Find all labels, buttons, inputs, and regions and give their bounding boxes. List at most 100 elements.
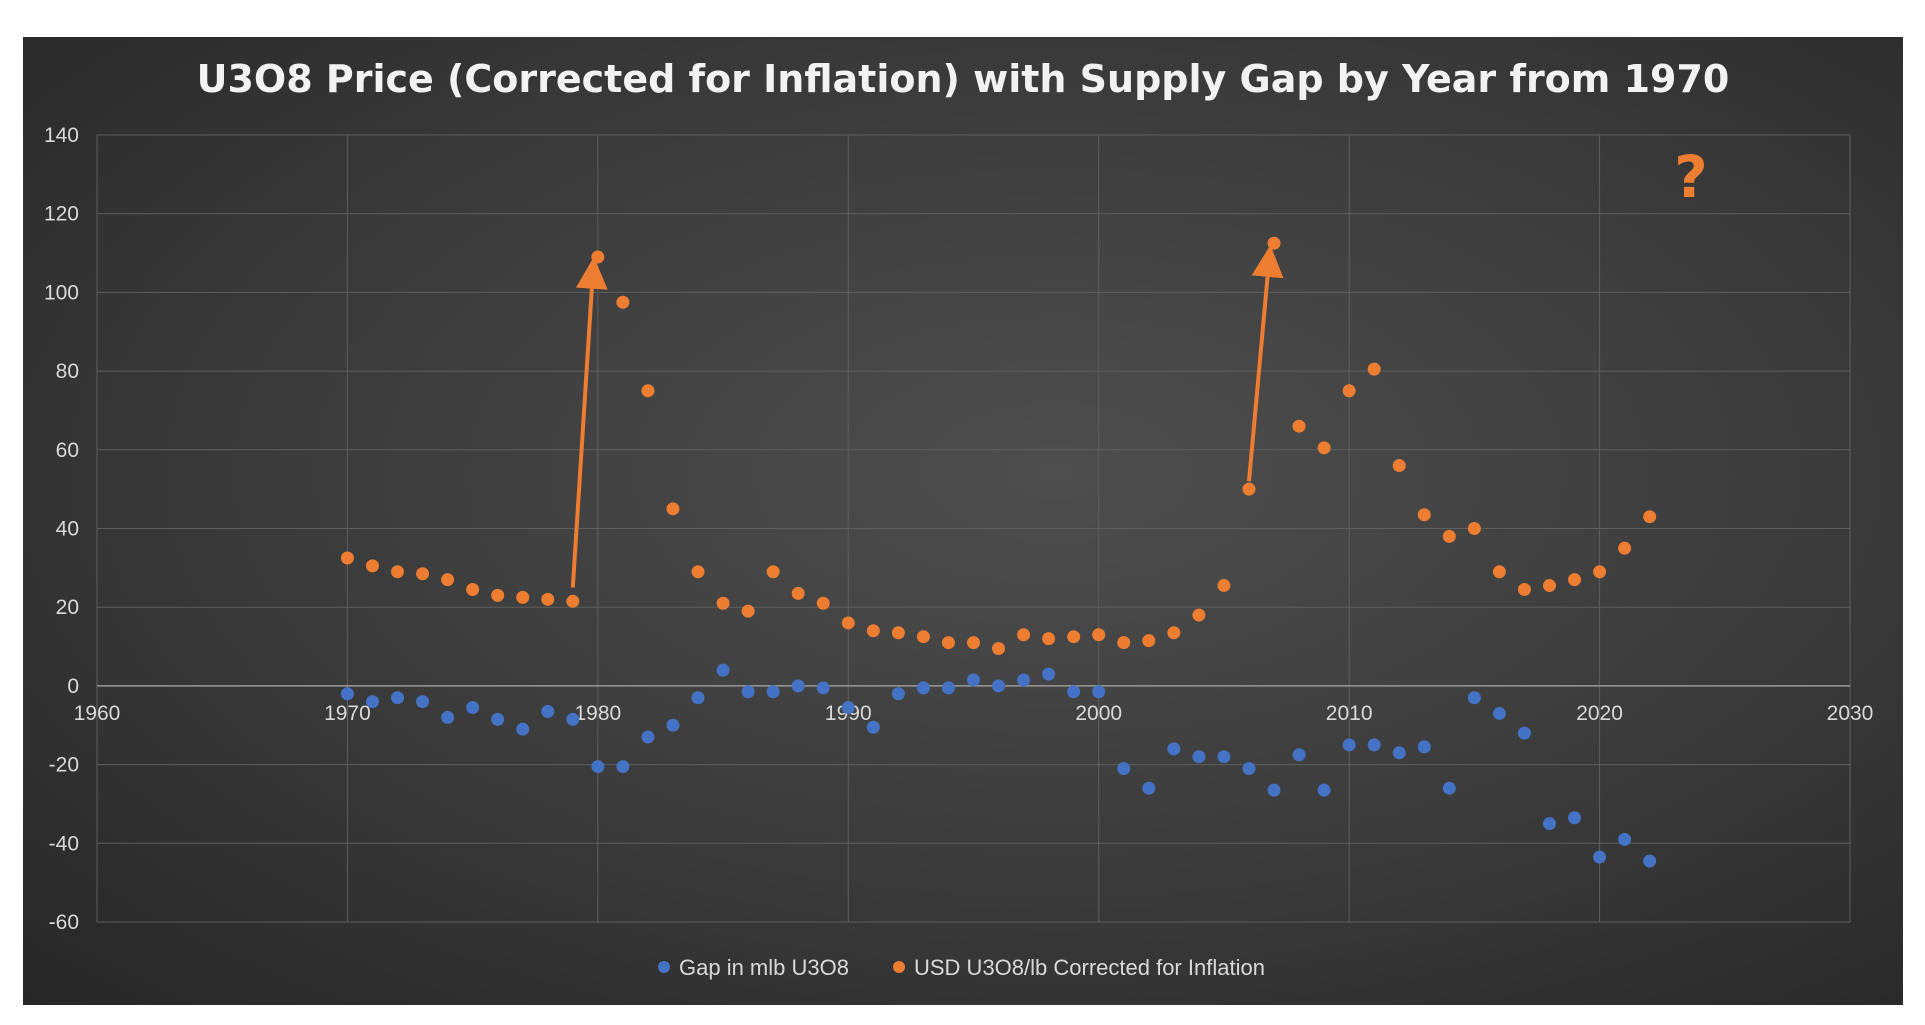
gap-point: [1142, 781, 1156, 795]
price-point: [841, 616, 855, 630]
gap-point: [1367, 738, 1381, 752]
price-point: [1092, 628, 1106, 642]
price-point: [1618, 541, 1632, 555]
price-point: [716, 596, 730, 610]
gap-point: [1492, 706, 1506, 720]
price-point: [566, 594, 580, 608]
gap-point: [1067, 685, 1081, 699]
gap-point: [791, 679, 805, 693]
gap-point: [666, 718, 680, 732]
price-point: [591, 250, 605, 264]
price-point: [741, 604, 755, 618]
price-point: [941, 636, 955, 650]
y-tick-label: 140: [44, 124, 79, 147]
gap-point: [1267, 783, 1281, 797]
price-point: [1542, 579, 1556, 593]
price-point: [1467, 522, 1481, 535]
price-point: [791, 586, 805, 600]
x-tick-labels: 19601970198019902000201020202030: [74, 702, 1874, 725]
gap-point: [1192, 750, 1206, 764]
price-point: [1342, 384, 1356, 398]
y-tick-label: 100: [44, 281, 79, 304]
price-point: [1593, 565, 1607, 579]
annotation-arrow: [1246, 244, 1284, 482]
chart-title: U3O8 Price (Corrected for Inflation) wit…: [197, 57, 1730, 101]
price-point: [1267, 236, 1281, 250]
price-point: [1643, 510, 1657, 524]
price-point: [1292, 419, 1306, 433]
grid-lines: [96, 134, 1851, 923]
price-point: [1367, 362, 1381, 376]
price-point: [1568, 573, 1582, 587]
y-tick-label: -20: [49, 754, 79, 777]
price-point: [816, 596, 830, 610]
gap-point: [541, 704, 555, 718]
gap-point: [1417, 740, 1431, 754]
price-point: [1192, 608, 1206, 622]
gap-point: [516, 722, 530, 736]
gap-point: [1643, 854, 1657, 868]
x-tick-label: 2020: [1576, 702, 1623, 725]
price-point: [992, 642, 1006, 656]
gap-point: [1117, 762, 1131, 776]
gap-point: [466, 701, 480, 715]
legend-marker-price: [893, 961, 905, 973]
gap-point: [591, 760, 605, 774]
data-points: [340, 236, 1657, 868]
annotation-arrow: [570, 256, 608, 588]
price-point: [466, 582, 480, 596]
legend: Gap in mlb U3O8 USD U3O8/lb Corrected fo…: [658, 955, 1265, 980]
gap-point: [1593, 850, 1607, 864]
gap-point: [1442, 781, 1456, 795]
y-tick-label: 60: [56, 439, 79, 462]
price-point: [1067, 630, 1081, 644]
price-point: [916, 630, 930, 644]
price-point: [1217, 579, 1231, 593]
price-point: [491, 588, 505, 602]
gap-point: [641, 730, 655, 744]
price-point: [516, 590, 530, 604]
price-point: [391, 565, 405, 579]
gap-point: [441, 710, 455, 724]
gap-point: [916, 681, 930, 695]
price-point: [866, 624, 880, 638]
gap-point: [716, 663, 730, 677]
price-point: [1117, 636, 1131, 650]
gap-point: [491, 712, 505, 726]
gap-point: [941, 681, 955, 695]
x-tick-label: 1960: [74, 702, 121, 725]
gap-point: [967, 673, 980, 687]
gap-point: [691, 691, 705, 705]
gap-point: [616, 760, 630, 774]
legend-marker-gap: [658, 961, 670, 973]
x-tick-label: 2030: [1827, 702, 1874, 725]
gap-point: [1092, 685, 1106, 699]
price-point: [1242, 482, 1256, 496]
gap-point: [1017, 673, 1031, 687]
price-point: [891, 626, 905, 640]
y-tick-labels: 140 120 100 80 60 40 20 0 -20 -40 -60: [44, 124, 79, 934]
price-point: [1417, 508, 1431, 522]
price-point: [541, 592, 555, 606]
gap-point: [1292, 748, 1306, 762]
price-point: [666, 502, 680, 516]
gap-point: [816, 681, 830, 695]
x-tick-label: 2000: [1075, 702, 1122, 725]
x-tick-label: 2010: [1326, 702, 1373, 725]
price-point: [1317, 441, 1331, 455]
price-point: [1442, 529, 1456, 543]
annotation-arrows: [570, 244, 1284, 588]
price-point: [1042, 632, 1056, 646]
price-point: [1017, 628, 1031, 642]
gap-point: [1568, 811, 1582, 825]
gap-point: [1467, 691, 1481, 705]
gap-point: [391, 691, 405, 705]
y-tick-label: 20: [56, 596, 79, 619]
price-point: [1517, 582, 1531, 596]
chart-panel: U3O8 Price (Corrected for Inflation) wit…: [23, 37, 1903, 1005]
x-tick-label: 1980: [574, 702, 621, 725]
price-point: [365, 559, 379, 573]
gap-point: [340, 687, 354, 701]
y-tick-label: 40: [56, 518, 79, 541]
gap-point: [416, 695, 430, 709]
